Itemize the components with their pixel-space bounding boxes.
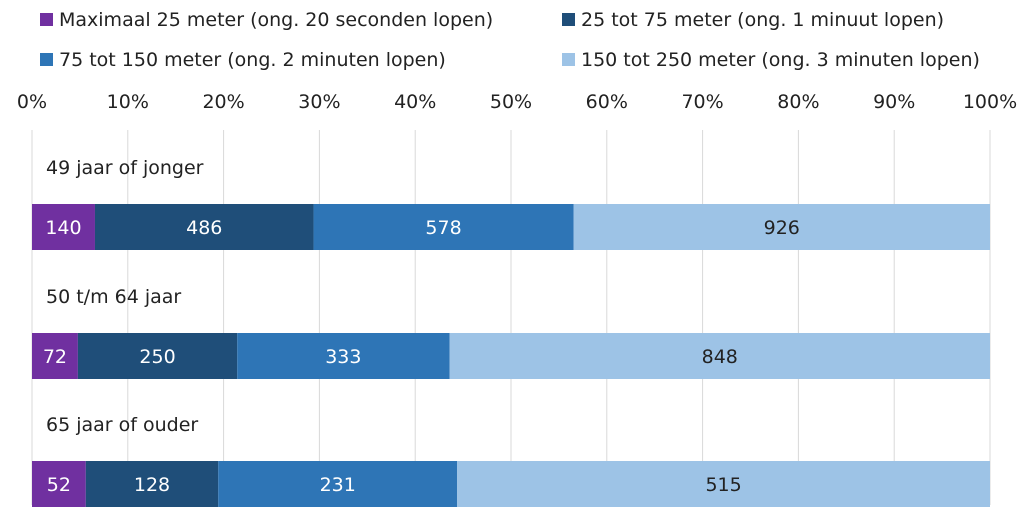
legend-swatch xyxy=(40,53,53,66)
bar-segment xyxy=(32,333,78,379)
bar-segment xyxy=(85,461,219,507)
bar-segment xyxy=(32,461,86,507)
x-tick-label: 0% xyxy=(17,91,47,113)
legend-swatch xyxy=(40,13,53,26)
legend-item-4: 150 tot 250 meter (ong. 3 minuten lopen) xyxy=(562,49,980,71)
x-tick-label: 50% xyxy=(490,91,532,113)
bar-segment xyxy=(218,461,458,507)
x-tick-label: 40% xyxy=(394,91,436,113)
data-label: 140 xyxy=(45,217,81,239)
x-tick-label: 80% xyxy=(777,91,819,113)
bar-segment xyxy=(449,333,990,379)
x-tick-label: 60% xyxy=(586,91,628,113)
data-label: 128 xyxy=(134,474,170,496)
data-label: 333 xyxy=(325,346,361,368)
bar-row-65-jaar-of-ouder: 52 128 231 515 xyxy=(32,461,991,507)
data-label: 250 xyxy=(139,346,175,368)
legend-swatch xyxy=(562,53,575,66)
data-label: 515 xyxy=(705,474,741,496)
bar-row-49-jaar-of-jonger: 140 486 578 926 xyxy=(32,204,990,250)
bar-segment xyxy=(237,333,450,379)
legend-label: Maximaal 25 meter (ong. 20 seconden lope… xyxy=(59,9,493,31)
category-label-65-jaar-of-ouder: 65 jaar of ouder xyxy=(46,414,198,436)
bar-segment xyxy=(77,333,238,379)
x-axis: 0% 10% 20% 30% 40% 50% 60% 70% 80% 90% 100% xyxy=(17,91,1017,113)
data-label: 231 xyxy=(320,474,356,496)
category-label-49-jaar-of-jonger: 49 jaar of jonger xyxy=(46,157,204,179)
category-labels: 49 jaar of jonger 50 t/m 64 jaar 65 jaar o… xyxy=(46,157,204,436)
gridlines xyxy=(31,130,991,505)
data-label: 848 xyxy=(702,346,738,368)
legend-label: 75 tot 150 meter (ong. 2 minuten lopen) xyxy=(59,49,446,71)
legend-item-1: Maximaal 25 meter (ong. 20 seconden lope… xyxy=(40,9,493,31)
data-label: 578 xyxy=(425,217,461,239)
data-label: 926 xyxy=(764,217,800,239)
bar-segment xyxy=(94,204,314,250)
legend-item-2: 25 tot 75 meter (ong. 1 minuut lopen) xyxy=(562,9,944,31)
data-label: 52 xyxy=(47,474,71,496)
category-label-50-t-m-64-jaar: 50 t/m 64 jaar xyxy=(46,286,181,308)
bar-row-50-t-m-64-jaar: 72 250 333 848 xyxy=(32,333,990,379)
bar-segment xyxy=(457,461,991,507)
legend-swatch xyxy=(562,13,575,26)
bar-segment xyxy=(573,204,990,250)
legend-item-3: 75 tot 150 meter (ong. 2 minuten lopen) xyxy=(40,49,446,71)
x-tick-label: 90% xyxy=(873,91,915,113)
data-label: 72 xyxy=(43,346,67,368)
bar-segment xyxy=(313,204,574,250)
bars: 140 486 578 926 72 250 333 848 52 128 231 515 xyxy=(32,204,991,507)
x-tick-label: 100% xyxy=(963,91,1017,113)
x-tick-label: 30% xyxy=(298,91,340,113)
data-label: 486 xyxy=(186,217,222,239)
x-tick-label: 20% xyxy=(202,91,244,113)
bar-segment xyxy=(32,204,95,250)
x-tick-label: 70% xyxy=(681,91,723,113)
legend-label: 150 tot 250 meter (ong. 3 minuten lopen) xyxy=(581,49,980,71)
x-tick-label: 10% xyxy=(107,91,149,113)
legend: Maximaal 25 meter (ong. 20 seconden lope… xyxy=(40,9,980,71)
legend-label: 25 tot 75 meter (ong. 1 minuut lopen) xyxy=(581,9,944,31)
